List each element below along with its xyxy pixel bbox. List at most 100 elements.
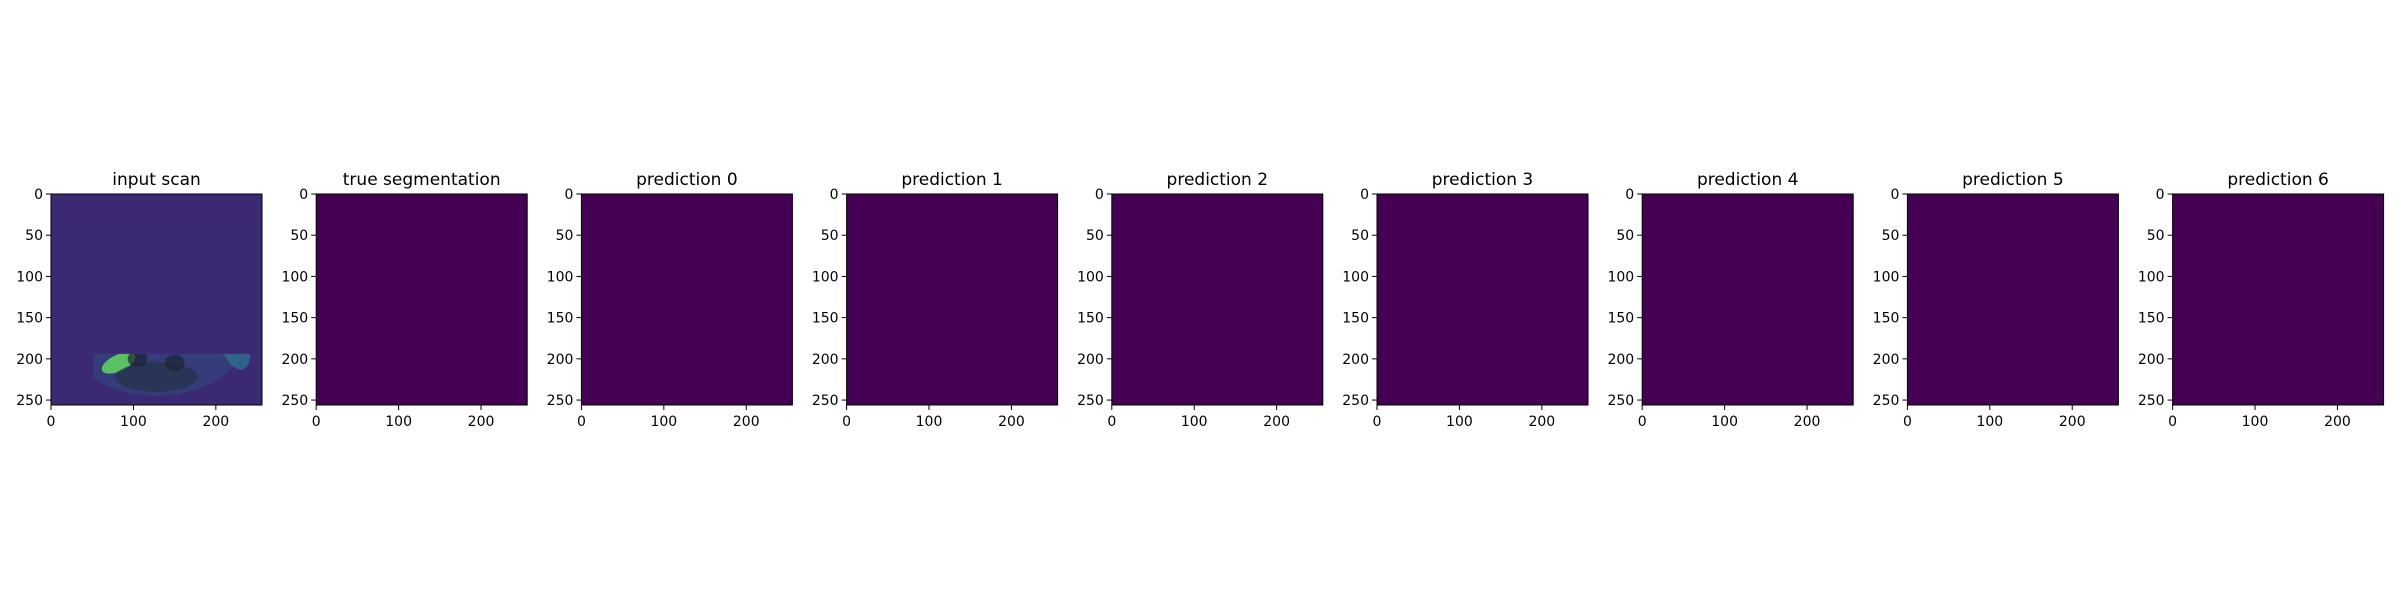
y-tick-label: 0 <box>2156 187 2165 203</box>
x-tick-label: 0 <box>1373 414 1382 430</box>
panel-title: prediction 5 <box>1962 170 2064 190</box>
y-tick-label: 150 <box>812 311 839 327</box>
y-tick-label: 150 <box>1873 311 1900 327</box>
y-tick-label: 50 <box>2147 228 2165 244</box>
panel-title: prediction 4 <box>1697 170 1799 190</box>
axes-frame <box>315 193 528 406</box>
y-tick-label: 150 <box>16 311 43 327</box>
y-tick-label: 0 <box>1625 187 1634 203</box>
y-tick-label: 150 <box>1607 311 1634 327</box>
y-tick-label: 0 <box>299 187 308 203</box>
image-background <box>1377 194 1588 405</box>
x-tick-label: 200 <box>468 414 495 430</box>
x-tick-label: 0 <box>1903 414 1912 430</box>
y-tick-label: 50 <box>1882 228 1900 244</box>
x-tick-label: 200 <box>1528 414 1555 430</box>
y-tick-label: 250 <box>1873 393 1900 409</box>
y-tick-label: 100 <box>547 269 574 285</box>
y-tick-label: 100 <box>2138 269 2165 285</box>
y-tick-label: 50 <box>25 228 43 244</box>
x-tick-label: 0 <box>577 414 586 430</box>
y-tick-label: 200 <box>1077 352 1104 368</box>
x-tick-label: 100 <box>120 414 147 430</box>
y-tick-label: 50 <box>556 228 574 244</box>
y-tick-label: 100 <box>281 269 308 285</box>
x-tick-label: 200 <box>1794 414 1821 430</box>
x-tick-label: 100 <box>1976 414 2003 430</box>
y-tick-label: 0 <box>1095 187 1104 203</box>
y-tick-label: 250 <box>281 393 308 409</box>
y-tick-label: 50 <box>821 228 839 244</box>
axes-frame <box>1906 193 2119 406</box>
x-tick-label: 0 <box>1107 414 1116 430</box>
panel-title: prediction 6 <box>2227 170 2329 190</box>
axes-frame <box>1111 193 1324 406</box>
panel-title: prediction 1 <box>901 170 1003 190</box>
panel-title: prediction 0 <box>636 170 738 190</box>
x-tick-label: 200 <box>202 414 229 430</box>
x-tick-label: 0 <box>842 414 851 430</box>
x-tick-label: 200 <box>733 414 760 430</box>
y-tick-label: 0 <box>830 187 839 203</box>
y-tick-label: 150 <box>2138 311 2165 327</box>
y-tick-label: 200 <box>281 352 308 368</box>
image-background <box>846 194 1058 405</box>
y-tick-label: 150 <box>1077 311 1104 327</box>
y-tick-label: 0 <box>1360 187 1369 203</box>
image-background <box>581 194 793 405</box>
axes-frame <box>50 193 263 406</box>
y-tick-label: 100 <box>1077 269 1104 285</box>
image-background <box>1642 194 1854 405</box>
x-tick-label: 0 <box>2168 414 2177 430</box>
panel-title: true segmentation <box>343 170 501 190</box>
y-tick-label: 100 <box>812 269 839 285</box>
y-tick-label: 150 <box>547 311 574 327</box>
panel-title: prediction 2 <box>1167 170 1269 190</box>
y-tick-label: 200 <box>16 352 43 368</box>
y-tick-label: 100 <box>1342 269 1369 285</box>
y-tick-label: 250 <box>1077 393 1104 409</box>
y-tick-label: 250 <box>547 393 574 409</box>
x-tick-label: 100 <box>916 414 943 430</box>
y-tick-label: 200 <box>547 352 574 368</box>
x-tick-label: 100 <box>385 414 412 430</box>
x-tick-label: 200 <box>1263 414 1290 430</box>
y-tick-label: 200 <box>1342 352 1369 368</box>
x-tick-label: 100 <box>1446 414 1473 430</box>
x-tick-label: 100 <box>1711 414 1738 430</box>
y-tick-label: 250 <box>2138 393 2165 409</box>
y-tick-label: 250 <box>1342 393 1369 409</box>
y-tick-label: 150 <box>281 311 308 327</box>
axes-frame <box>1376 193 1589 406</box>
x-tick-label: 200 <box>2324 414 2351 430</box>
axes-frame <box>580 193 793 406</box>
image-background <box>316 194 528 405</box>
y-tick-label: 100 <box>1873 269 1900 285</box>
x-tick-label: 100 <box>650 414 677 430</box>
y-tick-label: 100 <box>16 269 43 285</box>
y-tick-label: 200 <box>2138 352 2165 368</box>
y-tick-label: 250 <box>812 393 839 409</box>
image-background <box>1907 194 2119 405</box>
x-tick-label: 100 <box>1181 414 1208 430</box>
y-tick-label: 100 <box>1607 269 1634 285</box>
x-tick-label: 0 <box>312 414 321 430</box>
x-tick-label: 200 <box>998 414 1025 430</box>
x-tick-label: 100 <box>2242 414 2269 430</box>
y-tick-label: 50 <box>1616 228 1634 244</box>
y-tick-label: 200 <box>1873 352 1900 368</box>
y-tick-label: 200 <box>1607 352 1634 368</box>
y-tick-label: 50 <box>1086 228 1104 244</box>
axes-frame <box>846 193 1059 406</box>
panel-title: prediction 3 <box>1432 170 1534 190</box>
y-tick-label: 0 <box>564 187 573 203</box>
